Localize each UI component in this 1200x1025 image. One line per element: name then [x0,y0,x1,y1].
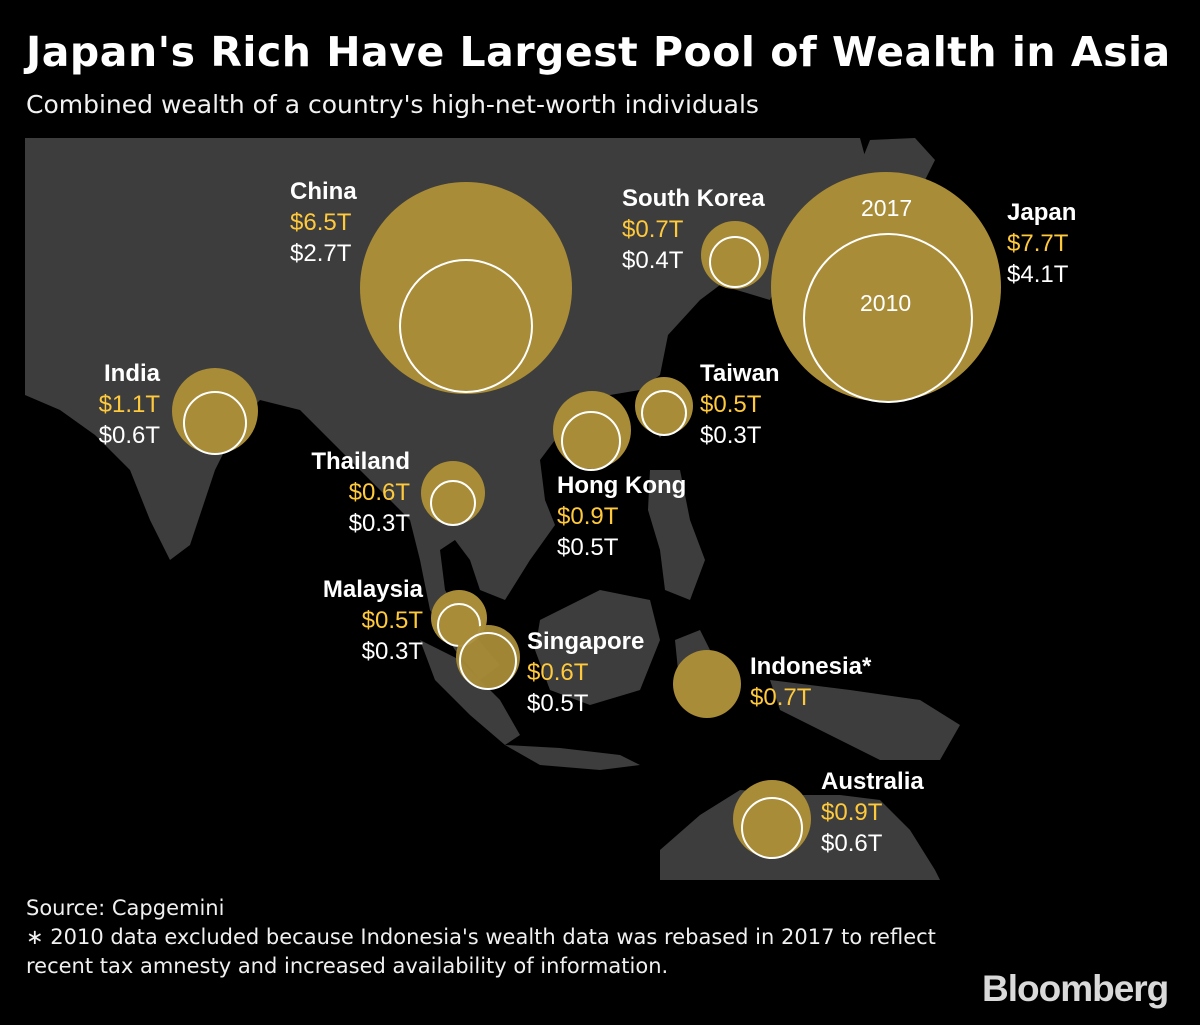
bubble-2017-hong-kong [553,391,631,469]
country-name: India [103,360,160,387]
wealth-2010: $0.6T [98,422,160,449]
legend-2010-label: 2010 [860,290,912,316]
country-name: Japan [1007,199,1077,226]
wealth-2010: $2.7T [290,240,352,267]
wealth-2010: $0.5T [527,690,589,717]
bubble-2010-china [399,259,533,393]
new-guinea-island [770,680,960,760]
footnote: ∗ 2010 data excluded because Indonesia's… [26,925,936,978]
country-name: Taiwan [700,360,780,387]
bubble-2017-indonesia [673,650,741,718]
label-singapore: Singapore $0.6T $0.5T [527,626,644,719]
country-name: South Korea [622,185,765,212]
bloomberg-logo: Bloomberg [982,968,1169,1009]
wealth-2017: $0.7T [622,216,684,243]
bubble-2017-india [172,368,258,454]
bubble-2017-south-korea [701,221,769,289]
label-australia: Australia $0.9T $0.6T [821,766,924,859]
wealth-2017: $0.6T [527,659,589,686]
sumatra-island [420,640,520,745]
wealth-2017: $0.5T [700,391,762,418]
wealth-2017: $0.6T [348,479,410,506]
chart-title: Japan's Rich Have Largest Pool of Wealth… [26,28,1171,76]
country-name: Thailand [311,448,410,475]
wealth-2017: $1.1T [98,391,160,418]
bubble-2017-japan [771,172,1001,402]
label-china: China $6.5T $2.7T [290,176,357,269]
legend-2017-label: 2017 [861,195,913,221]
bubble-2010-australia [741,797,803,859]
bubble-2017-singapore [456,625,520,689]
bubble-2017-australia [733,780,811,858]
wealth-bubbles [172,172,1001,859]
wealth-2017: $0.5T [361,607,423,634]
label-japan: Japan $7.7T $4.1T [1007,197,1076,290]
bubble-2017-taiwan [635,377,693,435]
wealth-2010: $0.3T [700,422,762,449]
country-name: Singapore [527,628,645,655]
bubble-2017-thailand [421,461,485,525]
wealth-2010: $0.4T [622,247,684,274]
wealth-2017: $0.7T [750,684,812,711]
source-note: Source: Capgemini [26,896,225,920]
bubble-2010-thailand [430,480,476,526]
country-name: China [290,178,357,205]
wealth-2010: $0.3T [361,638,423,665]
label-south-korea: South Korea $0.7T $0.4T [622,183,765,276]
label-thailand: Thailand $0.6T $0.3T [280,446,410,539]
wealth-2010: $0.3T [348,510,410,537]
label-india: India $1.1T $0.6T [60,358,160,451]
asia-mainland [25,138,870,680]
wealth-2010: $0.6T [821,830,883,857]
bubble-2010-singapore [459,632,517,690]
bubble-2010-south-korea [709,236,761,288]
bubble-2010-india [183,391,247,455]
label-malaysia: Malaysia $0.5T $0.3T [290,574,423,667]
footer: Source: Capgemini ∗ 2010 data excluded b… [26,894,956,981]
chart-subtitle: Combined wealth of a country's high-net-… [26,90,759,119]
java-island [505,745,640,770]
philippines-islands [648,470,705,600]
wealth-2017: $0.9T [821,799,883,826]
country-name: Hong Kong [557,472,687,499]
label-indonesia: Indonesia* $0.7T [750,651,871,713]
borneo-island [535,590,660,705]
country-name: Indonesia* [750,653,872,680]
wealth-2017: $6.5T [290,209,352,236]
wealth-2017: $0.9T [557,503,619,530]
bubble-2010-taiwan [641,390,687,436]
country-name: Australia [821,768,924,795]
wealth-2010: $4.1T [1007,261,1069,288]
wealth-2017: $7.7T [1007,230,1069,257]
country-name: Malaysia [322,576,423,603]
bubble-2010-hong-kong [561,411,621,471]
bubble-2010-japan [803,233,973,403]
label-taiwan: Taiwan $0.5T $0.3T [700,358,780,451]
label-hong-kong: Hong Kong $0.9T $0.5T [557,470,686,563]
wealth-2010: $0.5T [557,534,619,561]
bubble-2017-china [360,182,572,394]
